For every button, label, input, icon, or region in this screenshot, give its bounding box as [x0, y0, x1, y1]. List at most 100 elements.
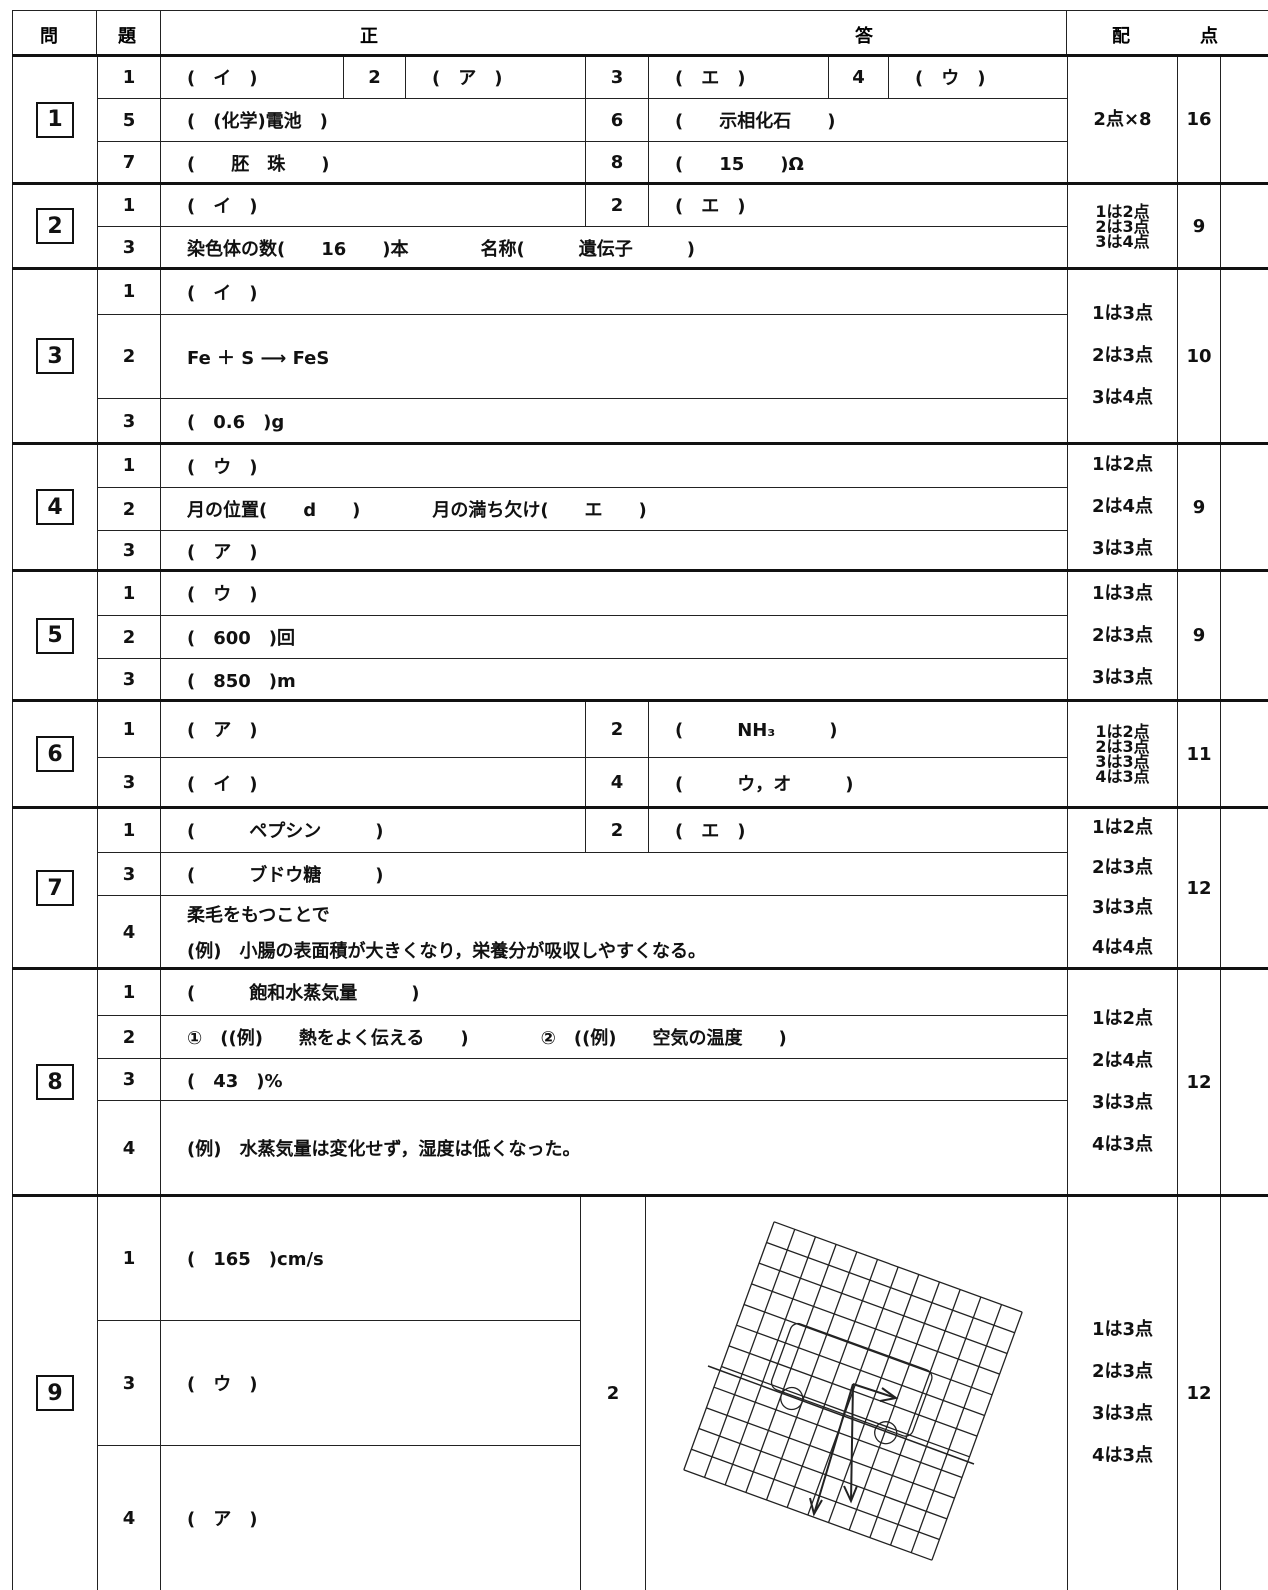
section-number: 1 [36, 101, 74, 138]
section-number: 7 [36, 870, 74, 906]
points-cell: 9 [1177, 570, 1221, 701]
grid-line [848, 1281, 941, 1531]
question-number: 3 [97, 1320, 161, 1446]
grid-line [910, 1304, 1003, 1553]
section-divider [12, 1194, 1268, 1197]
grid-line [827, 1274, 920, 1523]
scoring-line: 4は4点 [1091, 937, 1154, 959]
scoring-line: 2は3点 [1091, 856, 1154, 878]
answer-cell: ( 600 )回 [160, 615, 1068, 659]
extra-cell [1220, 700, 1268, 808]
scoring-line: 2は3点 [1091, 345, 1154, 366]
section-number: 5 [36, 617, 74, 654]
scoring-line: 3は3点 [1091, 538, 1154, 559]
scoring-line: 3は3点 [1091, 897, 1154, 918]
scoring-line: 2は3点 [1095, 737, 1150, 756]
answer-cell: ( 15 )Ω [648, 141, 1068, 184]
answer-cell: ( 飽和水蒸気量 ) [160, 968, 1068, 1016]
section-divider [12, 699, 1268, 702]
section-divider [12, 442, 1268, 445]
answer-cell: Fe ＋ S ⟶ FeS [160, 314, 1068, 399]
question-number: 4 [97, 1100, 161, 1196]
section-cell: 1 [12, 55, 98, 184]
section-cell: 5 [12, 570, 98, 701]
scoring-line: 1は2点 [1091, 454, 1154, 475]
scoring-line: 1は2点 [1095, 722, 1150, 741]
question-number: 1 [97, 183, 161, 227]
answer-cell: ( 165 )cm/s [160, 1195, 581, 1321]
scoring-cell: 2点×8 [1067, 55, 1178, 184]
question-number: 3 [97, 1058, 161, 1101]
section-number: 8 [36, 1064, 74, 1100]
question-number: 1 [97, 268, 161, 315]
question-number: 2 [585, 700, 649, 758]
answer-cell: ( 0.6 )g [160, 398, 1068, 444]
question-number: 2 [343, 55, 406, 99]
answer-cell: ( 示相化石 ) [648, 98, 1068, 142]
scoring-line: 3は4点 [1091, 387, 1154, 408]
scoring-line: 4は3点 [1091, 1134, 1154, 1155]
question-number: 1 [97, 700, 161, 758]
answer-cell: ( イ ) [160, 183, 586, 227]
section-number: 9 [36, 1375, 74, 1411]
question-number: 2 [97, 615, 161, 659]
points-cell: 11 [1177, 700, 1221, 808]
answer-line: (例) 小腸の表面積が大きくなり，栄養分が吸収しやすくなる。 [187, 941, 707, 962]
scoring-cell: 1は3点 2は3点 3は4点 [1067, 268, 1178, 444]
header-label: 正 [360, 26, 378, 47]
answer-cell: ( ウ ) [160, 1320, 581, 1446]
question-number: 2 [97, 314, 161, 399]
question-number: 2 [585, 183, 649, 227]
answer-cell: ( ブドウ糖 ) [160, 852, 1068, 896]
section-divider [12, 569, 1268, 572]
question-number: 2 [97, 487, 161, 531]
section-divider [12, 967, 1268, 970]
extra-cell [1220, 570, 1268, 701]
scoring-line: 2は3点 [1095, 216, 1150, 236]
answer-cell: 月の位置( d ) 月の満ち欠け( エ ) [160, 487, 1068, 531]
section-divider [12, 806, 1268, 809]
question-number: 4 [585, 757, 649, 808]
answer-cell: 染色体の数( 16 )本 名称( 遺伝子 ) [160, 226, 1068, 269]
question-number: 4 [828, 55, 889, 99]
scoring-cell: 1は2点 2は3点 3は3点 4は4点 [1067, 807, 1178, 969]
scoring-line: 2は4点 [1091, 496, 1154, 517]
extra-cell [1220, 183, 1268, 269]
points-cell: 9 [1177, 183, 1221, 269]
answer-cell: (例) 水蒸気量は変化せず，湿度は低くなった。 [160, 1100, 1068, 1196]
section-cell: 4 [12, 443, 98, 571]
section-cell: 8 [12, 968, 98, 1196]
section-cell: 7 [12, 807, 98, 969]
header-label: 配 [1112, 26, 1130, 47]
answer-cell: ( ウ ) [160, 570, 1068, 616]
header-label: 題 [118, 26, 136, 47]
scoring-line: 2は4点 [1091, 1050, 1154, 1071]
question-number: 1 [97, 807, 161, 853]
scoring-line: 1は2点 [1091, 1008, 1154, 1029]
scoring-line: 4は3点 [1091, 1445, 1154, 1466]
scoring-cell: 1は2点 2は4点 3は3点 [1067, 443, 1178, 571]
question-number: 8 [585, 141, 649, 184]
scoring-line: 2点×8 [1093, 108, 1152, 130]
figure [683, 1221, 1023, 1561]
scoring-line: 1は2点 [1091, 816, 1154, 838]
question-number: 3 [97, 852, 161, 896]
question-number: 3 [97, 398, 161, 444]
answer-cell: ( イ ) [160, 757, 586, 808]
grid-line [706, 1407, 955, 1499]
answer-cell: ( エ ) [648, 807, 1068, 853]
section-number: 3 [36, 338, 74, 374]
question-number: 3 [97, 757, 161, 808]
extra-cell [1220, 807, 1268, 969]
question-number: 6 [585, 98, 649, 142]
section-divider [12, 267, 1268, 270]
extra-cell [1220, 1195, 1268, 1590]
section-cell: 9 [12, 1195, 98, 1590]
scoring-line: 3は4点 [1095, 231, 1150, 251]
answer-cell: ( ウ，オ ) [648, 757, 1068, 808]
grid-line [869, 1289, 961, 1538]
grid-line [683, 1469, 933, 1561]
extra-cell [1220, 443, 1268, 571]
question-number: 3 [97, 658, 161, 701]
scoring-line: 1は3点 [1091, 582, 1154, 604]
